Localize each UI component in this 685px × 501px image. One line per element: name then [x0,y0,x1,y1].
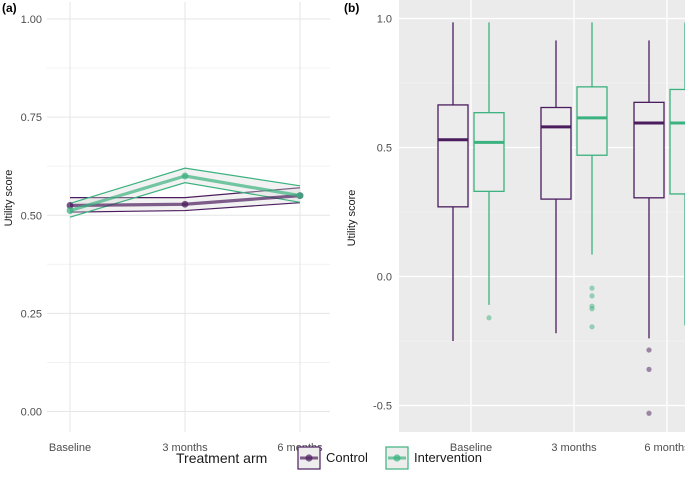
mean-point-intervention [296,192,304,200]
outlier-point [589,324,595,330]
panel-b-x-tick-label-3-months: 3 months [551,442,597,454]
panel-label-b: (b) [344,1,359,15]
outlier-point [589,306,595,312]
box-iqr [669,88,685,195]
box-iqr [633,101,665,199]
legend-label-control: Control [326,450,368,465]
mean-point-intervention [66,207,74,214]
panel-a-lines [66,172,304,214]
panel-b-y-ticks: -0.5 0.0 0.5 1.0 [373,14,392,413]
panel-b-grid [399,0,685,432]
panel-a-grid [47,2,330,432]
panel-b-x-ticks: Baseline 3 months 6 months [450,442,685,454]
panel-b-y-tick-label: 1.0 [377,14,392,26]
ci-lower-line-control [69,202,301,213]
mean-point-intervention [181,172,189,180]
box-iqr [473,112,505,193]
box-iqr [437,104,469,208]
legend-title: Treatment arm [176,450,267,466]
panel-a-y-tick-label: 0.75 [21,112,42,124]
legend-key-intervention [385,446,409,470]
legend-key-intervention-point [393,454,401,462]
box-control-6-months [633,40,665,416]
panel-b-y-tick-label: 0.0 [377,272,392,284]
legend: Treatment arm Control Intervention [176,446,482,470]
outlier-point [646,366,652,372]
panel-a-x-tick-label-3-months: 3 months [162,442,208,454]
panel-b-boxes [437,22,685,416]
panel-a-y-tick-label: 1.00 [21,14,42,26]
panel-a-y-tick-label: 0.00 [21,407,42,419]
panel-b-x-tick-label-baseline: Baseline [450,442,492,454]
panel-b-background [399,0,685,432]
box-intervention-6-months [669,22,685,326]
panel-a-y-ticks: 0.00 0.25 0.50 0.75 1.00 [21,14,42,419]
box-iqr [540,106,572,200]
box-intervention-baseline [473,22,505,321]
panel-b-box-chart: -0.5 0.0 0.5 1.0 Baseline 3 months 6 months U… [346,0,685,454]
panel-label-a: (a) [2,1,17,15]
panel-a-y-tick-label: 0.25 [21,308,42,320]
outlier-point [589,293,595,299]
panel-a-y-axis-title: Utility score [3,170,15,227]
box-control-baseline [437,22,469,341]
mean-point-control [66,202,74,209]
ci-band-intervention [70,168,300,218]
legend-label-intervention: Intervention [414,450,482,465]
ci-upper-line-intervention [69,167,301,205]
panel-b-y-tick-label: -0.5 [373,401,392,413]
outlier-point [486,315,492,321]
panel-a-y-tick-label: 0.50 [21,210,42,222]
box-control-3-months [540,40,572,334]
legend-key-control [297,446,321,470]
panel-b-y-axis-title: Utility score [346,190,358,247]
outlier-point [646,347,652,353]
box-intervention-3-months [576,22,608,330]
panel-b-x-tick-label-6-months: 6 months [644,442,685,454]
outlier-point [646,410,652,416]
panel-b-y-tick-label: 0.5 [377,143,392,155]
panel-a-x-tick-label-baseline: Baseline [49,442,91,454]
mean-point-control [181,200,189,208]
outlier-point [589,285,595,291]
legend-key-control-point [305,454,313,462]
box-iqr [576,86,608,156]
